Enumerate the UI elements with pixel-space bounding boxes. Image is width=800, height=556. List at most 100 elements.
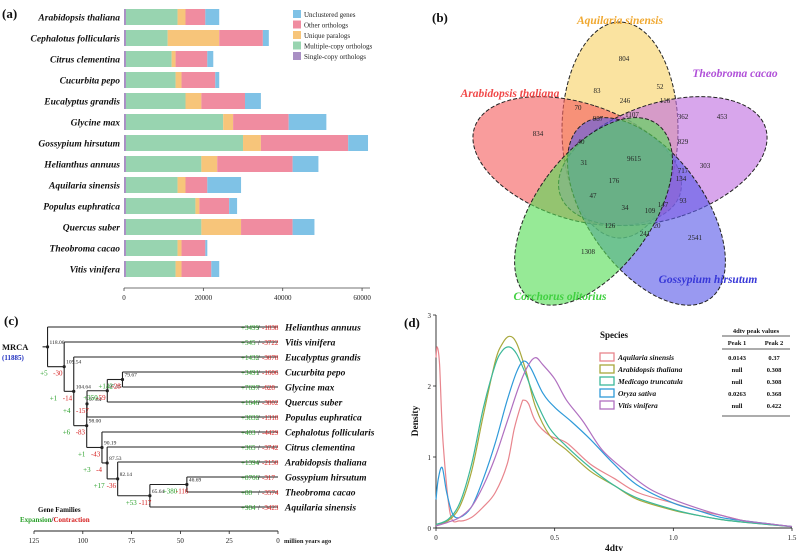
bar-segment xyxy=(348,135,369,151)
legend-entry: Unclustered genes xyxy=(304,11,356,19)
bar-segment xyxy=(125,72,176,88)
bar-segment xyxy=(124,72,126,88)
peak-table-title: 4dtv peak values xyxy=(733,328,780,335)
bar-segment xyxy=(125,156,202,172)
node-expansion: +4 xyxy=(63,407,71,415)
legend-entry: Oryza sativa xyxy=(618,389,656,398)
leaf-sep: / xyxy=(258,339,260,347)
node-contraction: -117 xyxy=(139,499,152,507)
panel-label-b: (b) xyxy=(432,10,448,25)
bar-segment xyxy=(201,219,242,235)
bar-segment xyxy=(233,114,289,130)
bar-segment xyxy=(124,9,126,25)
leaf-contraction: -317 xyxy=(262,474,275,482)
venn-region-count: 147 xyxy=(658,201,669,209)
x-tick-label: 0 xyxy=(434,534,438,542)
bar-category-label: Vitis vinifera xyxy=(70,266,121,276)
bar-segment xyxy=(215,72,220,88)
legend-entry: Other orthologs xyxy=(304,22,348,30)
venn-region-count: 1308 xyxy=(581,248,596,256)
venn-region-count: 126 xyxy=(605,222,616,230)
node-contraction: -43 xyxy=(91,450,101,458)
leaf-contraction: -1318 xyxy=(262,414,279,422)
bar-segment xyxy=(124,240,126,256)
venn-region-count: 362 xyxy=(678,113,689,121)
peak2-value: 0.308 xyxy=(767,379,782,386)
y-tick-label: 0 xyxy=(428,525,432,533)
leaf-contraction: -3802 xyxy=(262,399,279,407)
legend-title: Species xyxy=(600,330,628,340)
bar-segment xyxy=(125,177,178,193)
leaf-expansion: +3832 xyxy=(241,414,259,422)
bar-segment xyxy=(185,93,202,109)
venn-region-count: 20 xyxy=(654,222,662,230)
venn-set-label: Aquilaria sinensis xyxy=(576,15,663,27)
venn-set-label: Gossypium hirsutum xyxy=(659,274,758,286)
leaf-species-label: Aquilaria sinensis xyxy=(284,504,356,514)
leaf-species-label: Gossypium hirsutum xyxy=(285,474,367,484)
y-tick-label: 3 xyxy=(428,312,432,320)
x-tick-label: 1.0 xyxy=(669,534,678,542)
bar-segment xyxy=(125,114,224,130)
bar-segment xyxy=(201,93,246,109)
peak2-value: 0.368 xyxy=(767,391,782,398)
legend-swatch xyxy=(599,388,615,398)
venn-region-count: 303 xyxy=(700,162,711,170)
leaf-species-label: Citrus clementina xyxy=(285,444,355,454)
bar-category-label: Citrus clementina xyxy=(50,56,120,66)
node-age: 46.69 xyxy=(189,478,202,484)
leaf-contraction: -3722 xyxy=(262,339,279,347)
venn-region-count: 804 xyxy=(619,55,630,63)
bar-segment xyxy=(181,72,216,88)
leaf-expansion: +365 xyxy=(241,444,256,452)
x-axis-label: 4dtv xyxy=(605,544,623,554)
legend-entry: Unique paralogs xyxy=(304,32,350,40)
bar-category-label: Theobroma cacao xyxy=(50,245,121,255)
leaf-expansion: +545 xyxy=(241,339,256,347)
node-contraction: -59 xyxy=(96,394,106,402)
bar-category-label: Populus euphratica xyxy=(43,203,120,213)
density-line xyxy=(435,356,793,528)
bar-segment xyxy=(223,114,234,130)
node-age: 87.53 xyxy=(109,456,122,462)
leaf-species-label: Vitis vinifera xyxy=(285,339,336,349)
venn-region-count: 83 xyxy=(594,87,602,95)
bar-segment xyxy=(175,72,182,88)
leaf-contraction: -1606 xyxy=(262,369,279,377)
peak-table-header: Peak 1 xyxy=(728,340,747,347)
leaf-expansion: +8766 xyxy=(241,474,259,482)
x-tick-label: 40000 xyxy=(274,294,292,302)
x-tick-label: 0 xyxy=(122,294,126,302)
x-tick-label: 20000 xyxy=(195,294,213,302)
bar-segment xyxy=(125,51,172,67)
leaf-expansion: +3491 xyxy=(241,369,259,377)
bar-segment xyxy=(124,51,126,67)
bar-segment xyxy=(124,219,126,235)
node-contraction: -83 xyxy=(76,429,86,437)
bar-segment xyxy=(125,9,178,25)
legend-swatch xyxy=(599,352,615,362)
node-expansion: +3 xyxy=(83,466,91,474)
time-axis-tick-label: 125 xyxy=(29,537,40,545)
peak1-value: null xyxy=(732,367,743,374)
node-age: 82.14 xyxy=(120,472,133,478)
leaf-species-label: Theobroma cacao xyxy=(285,489,356,499)
leaf-contraction: -3078 xyxy=(262,354,279,362)
leaf-species-label: Cucurbita pepo xyxy=(285,369,346,379)
venn-set-label: Theobroma cacao xyxy=(692,68,778,80)
bar-segment xyxy=(262,30,269,46)
bar-category-label: Helianthus annuus xyxy=(43,161,120,171)
node-expansion: +6 xyxy=(63,429,71,437)
leaf-species-label: Populus euphratica xyxy=(285,414,362,424)
bar-category-label: Arabidopsis thaliana xyxy=(37,14,120,24)
venn-region-count: 93 xyxy=(680,197,688,205)
bar-category-label: Cucurbita pepo xyxy=(60,77,121,87)
mrca-count: (11885) xyxy=(2,354,24,362)
y-axis-label: Density xyxy=(411,405,421,436)
node-age: 97.84 xyxy=(89,397,102,403)
peak-table-header: Peak 2 xyxy=(765,340,784,347)
peak1-value: null xyxy=(732,379,743,386)
node-age: 90.19 xyxy=(104,440,117,446)
panel-c-phylogenetic-tree: +3499/-1838 Helianthus annuus+545/-3722 Vi… xyxy=(2,324,375,546)
bar-category-label: Aquilaria sinensis xyxy=(48,182,120,192)
